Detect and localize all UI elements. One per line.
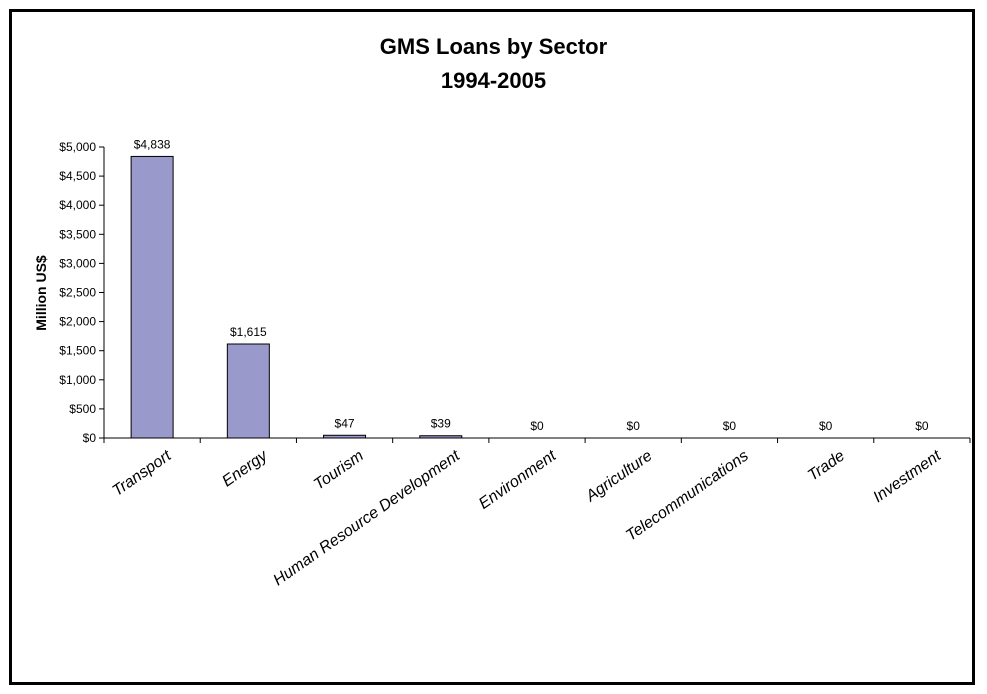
data-label: $39 [431, 417, 451, 431]
data-label: $0 [819, 419, 833, 433]
y-tick-labels: $0 $500 $1,000 $1,500 $2,000 $2,500 $3,000 $3,5… [59, 140, 96, 445]
bar [419, 435, 463, 439]
data-label: $1,615 [230, 325, 267, 339]
chart-subtitle: 1994-2005 [440, 68, 547, 93]
bars [130, 155, 463, 439]
data-label: $0 [723, 419, 737, 433]
x-category-label: Agriculture [582, 447, 655, 505]
data-label: $4,838 [134, 137, 171, 151]
y-tick-label: $0 [83, 431, 97, 445]
chart-title: GMS Loans by Sector [379, 34, 608, 59]
x-category-label: Transport [110, 447, 175, 500]
x-category-label: Environment [476, 447, 560, 513]
data-label: $0 [530, 419, 544, 433]
bar [226, 343, 270, 439]
bar [130, 155, 174, 439]
y-tick-label: $5,000 [59, 140, 96, 154]
data-label: $0 [915, 419, 929, 433]
x-category-label: Investment [870, 447, 944, 506]
bar [323, 434, 367, 439]
y-tick-label: $1,500 [59, 344, 96, 358]
data-label: $0 [627, 419, 641, 433]
x-category-label: Human Resource Development [270, 447, 463, 589]
x-category-label: Tourism [311, 447, 367, 493]
y-tick-label: $2,500 [59, 286, 96, 300]
y-tick-label: $500 [69, 402, 96, 416]
y-tick-label: $1,000 [59, 373, 96, 387]
y-axis-title: Million US$ [33, 255, 49, 331]
data-label: $47 [335, 416, 355, 430]
x-category-label: Trade [805, 447, 848, 484]
y-tick-label: $4,500 [59, 169, 96, 183]
x-category-label: Energy [219, 447, 271, 491]
y-tick-label: $2,000 [59, 315, 96, 329]
y-tick-label: $3,500 [59, 227, 96, 241]
y-tick-label: $3,000 [59, 256, 96, 270]
y-tick-label: $4,000 [59, 198, 96, 212]
data-labels: $4,838 $1,615 $47 $39 $0 $0 $0 $0 $0 [134, 137, 929, 433]
